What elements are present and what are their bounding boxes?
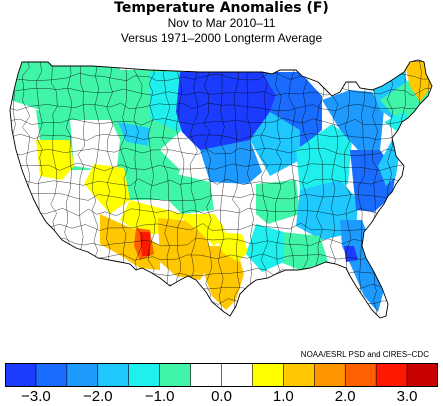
anomaly-region (340, 220, 384, 312)
legend-swatch (35, 363, 68, 387)
anomaly-region (10, 60, 120, 120)
anomaly-region (140, 232, 150, 256)
legend-swatch (252, 363, 284, 387)
legend-swatch (97, 363, 130, 387)
legend-swatch (283, 363, 315, 387)
legend-swatch (314, 363, 346, 387)
anomaly-region (378, 140, 400, 186)
anomaly-region (200, 140, 262, 184)
legend-swatch (376, 363, 408, 387)
legend-tick-label: −2.0 (82, 388, 113, 405)
us-climate-division-map (9, 59, 433, 319)
anomaly-region (118, 122, 150, 146)
legend-tick-label: 2.0 (334, 388, 356, 405)
anomaly-region (384, 112, 410, 132)
data-credit: NOAA/ESRL PSD and CIRES–CDC (300, 350, 429, 359)
map-title: Temperature Anomalies (F) (114, 0, 329, 16)
anomaly-region (214, 188, 256, 230)
legend-swatch (345, 363, 377, 387)
map-period: Nov to Mar 2010–11 (167, 16, 276, 30)
title-block: Temperature Anomalies (F) Nov to Mar 201… (0, 0, 443, 46)
legend-tick-label: −1.0 (144, 388, 175, 405)
legend-tick-label: 0.0 (211, 388, 232, 405)
anomaly-region (246, 224, 284, 272)
legend-swatch (128, 363, 161, 387)
legend-tick-label: 1.0 (272, 388, 294, 405)
anomaly-region (160, 170, 214, 214)
anomaly-region (296, 124, 352, 196)
legend-tick-label: 3.0 (396, 388, 418, 405)
anomaly-region (250, 112, 300, 176)
anomaly-region (256, 180, 300, 224)
legend-swatch (407, 363, 438, 387)
legend-swatch (159, 363, 192, 387)
anomaly-region (214, 232, 248, 262)
legend-swatch (190, 363, 222, 387)
anomaly-region (176, 214, 226, 246)
legend-tick-label: −3.0 (21, 388, 51, 405)
legend-swatch (66, 363, 99, 387)
legend-swatch (221, 363, 253, 387)
anomaly-region (176, 72, 276, 160)
legend-swatch (5, 363, 37, 387)
anomaly-region (70, 120, 116, 170)
anomaly-region (280, 232, 328, 270)
anomaly-region (158, 218, 210, 280)
map-baseline: Versus 1971–2000 Longterm Average (120, 31, 323, 45)
color-scale-legend (5, 363, 438, 387)
